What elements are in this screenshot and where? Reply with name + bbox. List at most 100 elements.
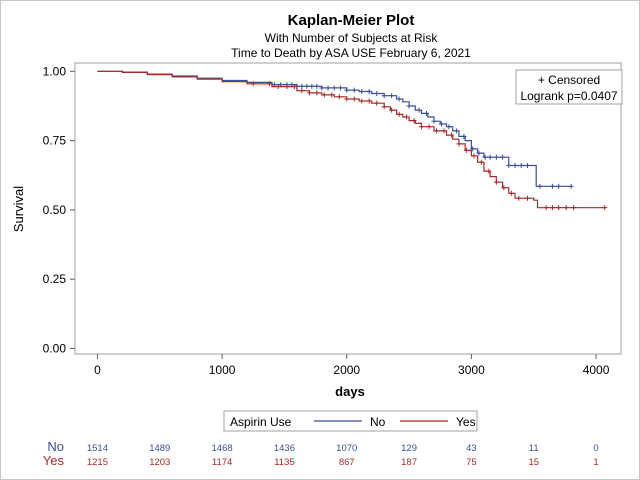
censor-mark-no [389, 93, 395, 99]
censor-mark-yes [549, 205, 555, 211]
censor-mark-yes [396, 111, 402, 117]
survival-line-no [97, 70, 572, 187]
legend-label-no: No [370, 415, 386, 429]
censor-mark-yes [419, 124, 425, 130]
censor-mark-yes [284, 84, 290, 90]
censor-mark-no [309, 83, 315, 89]
censor-mark-yes [556, 205, 562, 211]
censor-mark-yes [314, 90, 320, 96]
censor-mark-no [500, 154, 506, 160]
at-risk-table: No 1514 1489 1468 1436 1070 129 43 11 0 Yes 1215 120… [43, 439, 599, 468]
y-axis: 0.00 0.25 0.50 0.75 1.00 [43, 64, 75, 355]
at-risk-count: 1174 [212, 457, 232, 468]
x-axis-label: days [335, 384, 365, 399]
legend-title: Aspirin Use [230, 415, 292, 429]
censor-mark-yes [374, 100, 380, 106]
censor-mark-yes [516, 195, 522, 201]
censor-mark-yes [359, 98, 365, 104]
y-tick-label: 0.75 [43, 134, 67, 148]
censor-mark-no [338, 85, 344, 91]
censor-mark-no [506, 163, 512, 169]
plot-area [74, 62, 622, 355]
y-tick-label: 1.00 [43, 64, 67, 78]
legend-label-yes: Yes [456, 415, 476, 429]
censored-legend-text: + Censored [538, 73, 600, 87]
censor-mark-yes [299, 88, 305, 94]
at-risk-count: 867 [339, 457, 355, 468]
censor-mark-no [325, 85, 331, 91]
y-axis-label: Survival [11, 186, 26, 232]
censor-mark-no [556, 183, 562, 189]
censor-mark-yes [525, 195, 531, 201]
censor-mark-no [381, 93, 387, 99]
x-axis: 0 1000 2000 3000 4000 [94, 354, 610, 377]
censor-mark-yes [493, 179, 499, 185]
censor-mark-no [424, 110, 430, 116]
chart-subtitle-1: With Number of Subjects at Risk [265, 31, 439, 45]
censor-mark-yes [291, 84, 297, 90]
censor-mark-no [482, 154, 488, 160]
bottom-legend: Aspirin Use No Yes [223, 410, 478, 432]
at-risk-count: 1203 [149, 457, 170, 468]
censor-mark-yes [351, 96, 357, 102]
at-risk-count: 187 [401, 457, 417, 468]
censor-mark-yes [563, 205, 569, 211]
censor-mark-yes [381, 104, 387, 110]
at-risk-count: 1215 [87, 457, 108, 468]
censor-mark-yes [501, 185, 507, 191]
censor-mark-yes [571, 205, 577, 211]
y-tick-label: 0.25 [43, 272, 67, 286]
x-tick-label: 4000 [583, 363, 610, 377]
censor-mark-no [549, 183, 555, 189]
censor-mark-no [331, 85, 337, 91]
x-tick-label: 1000 [209, 363, 236, 377]
at-risk-count: 0 [593, 443, 598, 454]
censor-mark-no [304, 83, 310, 89]
at-risk-count: 15 [528, 457, 539, 468]
at-risk-count: 1468 [212, 443, 233, 454]
censor-mark-yes [266, 81, 272, 87]
censor-mark-yes [441, 128, 447, 134]
censor-mark-no [461, 133, 467, 139]
survival-curves [97, 70, 608, 211]
at-risk-count: 1436 [274, 443, 295, 454]
censor-mark-no [470, 146, 476, 152]
censor-mark-yes [448, 132, 454, 138]
censor-mark-no [525, 163, 531, 169]
censor-mark-no [359, 89, 365, 95]
censor-mark-yes [411, 118, 417, 124]
y-tick-label: 0.00 [43, 341, 67, 355]
at-risk-label-no: No [47, 439, 64, 454]
censor-mark-no [476, 150, 482, 156]
at-risk-count: 129 [401, 443, 417, 454]
censor-mark-yes [250, 81, 256, 87]
censor-mark-no [487, 154, 493, 160]
x-tick-label: 2000 [333, 363, 360, 377]
inset-legend: + Censored Logrank p=0.0407 [515, 69, 623, 105]
x-tick-label: 0 [94, 363, 101, 377]
at-risk-count: 1070 [336, 443, 357, 454]
censor-mark-no [374, 90, 380, 96]
censor-mark-yes [344, 96, 350, 102]
censor-mark-no [344, 87, 350, 93]
censor-mark-no [351, 87, 357, 93]
censor-mark-yes [543, 205, 549, 211]
censor-mark-yes [456, 141, 462, 147]
censor-mark-no [438, 121, 444, 127]
censor-mark-no [299, 83, 305, 89]
censor-mark-yes [463, 147, 469, 153]
censor-mark-yes [471, 153, 477, 159]
censor-mark-no [396, 96, 402, 102]
censor-mark-no [431, 118, 437, 124]
censor-mark-no [366, 89, 372, 95]
x-tick-label: 3000 [458, 363, 485, 377]
at-risk-count: 43 [466, 443, 477, 454]
censor-mark-yes [336, 94, 342, 100]
censor-mark-no [518, 163, 524, 169]
chart-title: Kaplan-Meier Plot [288, 12, 415, 29]
at-risk-label-yes: Yes [43, 453, 65, 468]
censor-mark-no [493, 154, 499, 160]
censor-mark-no [416, 107, 422, 113]
censor-mark-no [453, 128, 459, 134]
